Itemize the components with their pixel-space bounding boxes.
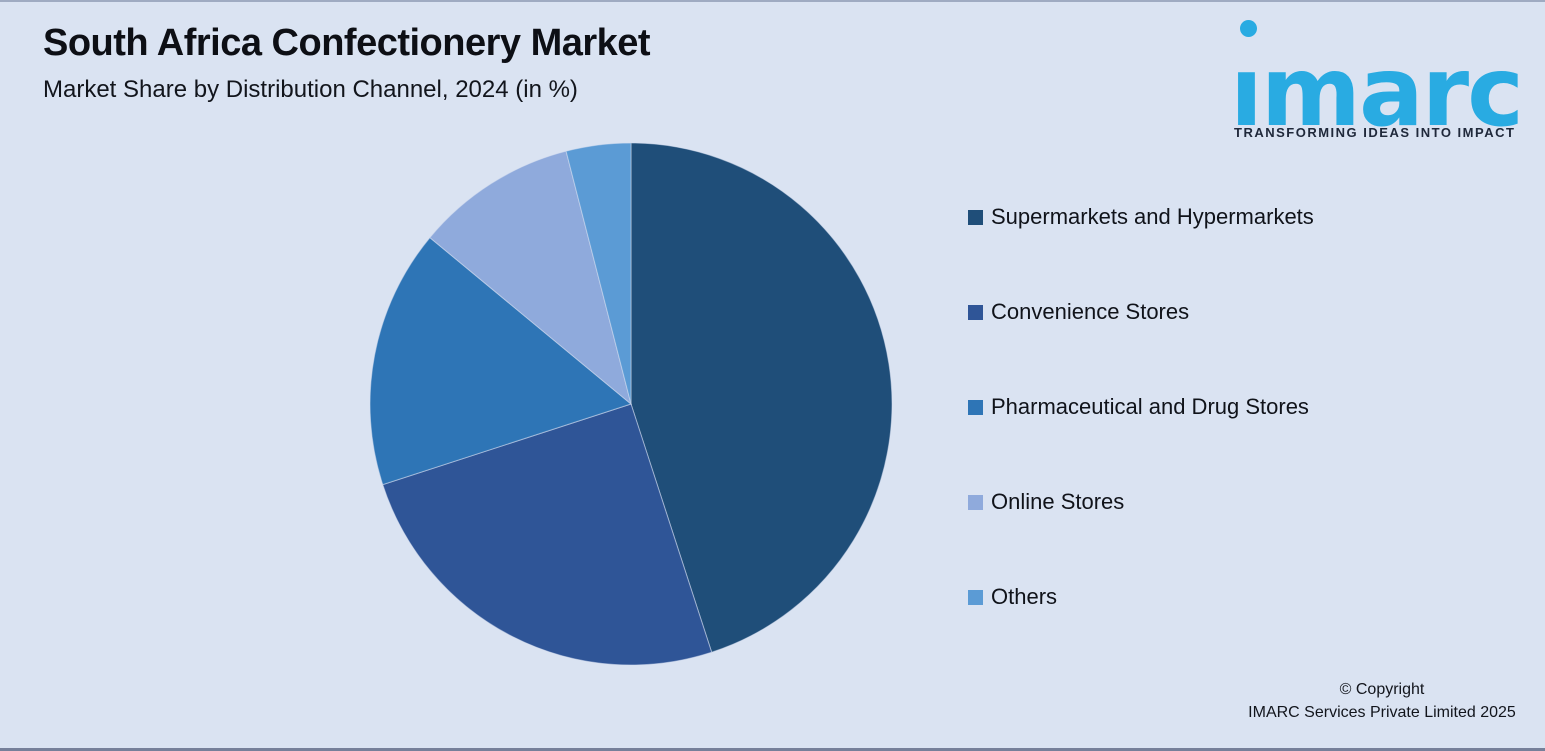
legend-item-convenience-stores: Convenience Stores	[968, 297, 1314, 327]
chart-legend: Supermarkets and Hypermarkets Convenienc…	[968, 202, 1314, 612]
copyright-line-2: IMARC Services Private Limited 2025	[1248, 704, 1516, 721]
legend-label: Others	[991, 584, 1058, 609]
legend-swatch-icon	[968, 589, 983, 605]
bottom-border-line	[0, 748, 1545, 751]
legend-swatch-icon	[968, 304, 983, 320]
legend-item-others: Others	[968, 582, 1314, 612]
legend-label: Online Stores	[991, 489, 1125, 514]
pie-chart	[369, 142, 893, 666]
legend-swatch-icon	[968, 399, 983, 415]
page-title: South Africa Confectionery Market	[43, 22, 651, 64]
legend-item-online-stores: Online Stores	[968, 487, 1314, 517]
pie-slice-2	[369, 236, 633, 486]
imarc-logo: ımarc TRANSFORMING IDEAS INTO IMPACT	[1228, 12, 1534, 144]
imarc-logo-dot-icon	[1240, 20, 1257, 37]
page-subtitle: Market Share by Distribution Channel, 20…	[43, 76, 578, 103]
legend-item-supermarkets-and-hypermarkets: Supermarkets and Hypermarkets	[968, 202, 1314, 232]
legend-label: Supermarkets and Hypermarkets	[991, 204, 1314, 229]
legend-swatch-icon	[968, 494, 983, 510]
copyright-line-1: © Copyright	[1339, 681, 1425, 698]
pie-chart-area	[366, 139, 896, 669]
pie-slice-0	[630, 142, 893, 653]
pie-slice-3	[429, 150, 632, 406]
legend-swatch-icon	[968, 209, 983, 225]
legend-label: Convenience Stores	[991, 299, 1190, 324]
pie-slice-4	[565, 142, 632, 405]
legend-label: Pharmaceutical and Drug Stores	[991, 394, 1309, 419]
pie-slice-1	[382, 403, 713, 666]
legend-item-pharmaceutical-and-drug-stores: Pharmaceutical and Drug Stores	[968, 392, 1314, 422]
imarc-logo-wordmark: ımarc	[1230, 36, 1524, 148]
imarc-logo-tagline: TRANSFORMING IDEAS INTO IMPACT	[1234, 125, 1516, 140]
top-border-line	[0, 0, 1545, 2]
copyright-block: © Copyright IMARC Services Private Limit…	[1215, 678, 1545, 724]
